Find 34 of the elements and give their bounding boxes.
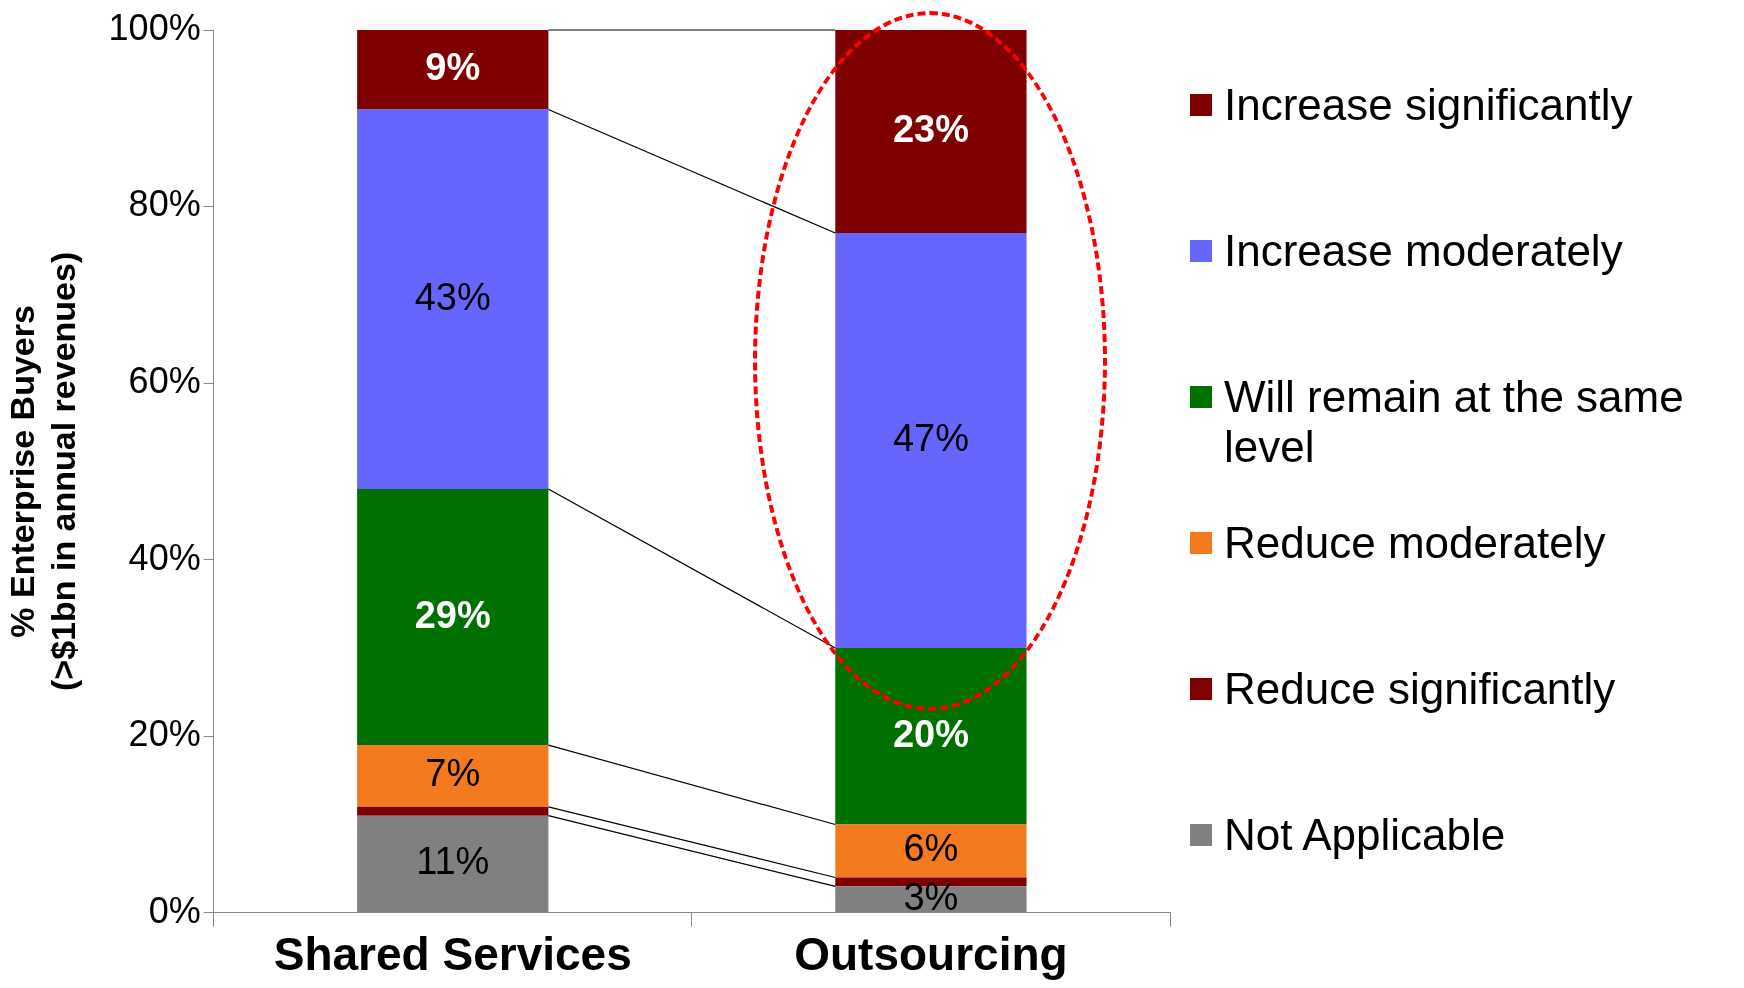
legend-label: Will remain at the same level bbox=[1224, 372, 1685, 472]
legend-label: Reduce moderately bbox=[1224, 518, 1606, 568]
bar bbox=[357, 109, 549, 490]
bar bbox=[357, 806, 549, 816]
bar bbox=[357, 489, 549, 746]
data-label: 23% bbox=[892, 108, 969, 151]
legend-label: Not Applicable bbox=[1224, 810, 1506, 860]
y-tick-label: 0% bbox=[148, 889, 201, 931]
data-label: 20% bbox=[892, 712, 969, 755]
y-tick-label: 80% bbox=[128, 183, 201, 225]
data-label: 3% bbox=[903, 875, 959, 918]
data-label: 9% bbox=[425, 46, 481, 89]
data-label: 11% bbox=[416, 840, 490, 883]
bar bbox=[835, 824, 1027, 878]
data-label: 6% bbox=[903, 827, 959, 870]
legend-label: Reduce significantly bbox=[1224, 664, 1616, 714]
y-tick-label: 100% bbox=[108, 6, 201, 48]
x-tick-label: Shared Services bbox=[273, 928, 632, 981]
legend-label: Increase significantly bbox=[1224, 80, 1633, 130]
data-label: 29% bbox=[414, 593, 491, 636]
data-label: 7% bbox=[425, 752, 481, 795]
y-axis-title: % Enterprise Buyers (>$1bn in annual revenues) bbox=[2, 251, 82, 692]
data-label: 47% bbox=[892, 416, 969, 459]
bar bbox=[357, 745, 549, 807]
bar bbox=[835, 30, 1027, 234]
y-tick-label: 40% bbox=[128, 536, 201, 578]
data-label: 43% bbox=[414, 275, 491, 318]
bar bbox=[835, 647, 1027, 825]
y-tick-label: 20% bbox=[128, 713, 201, 755]
bar bbox=[357, 30, 549, 110]
bar bbox=[835, 233, 1027, 648]
legend-label: Increase moderately bbox=[1224, 226, 1623, 276]
x-tick-label: Outsourcing bbox=[794, 928, 1068, 981]
y-tick-label: 60% bbox=[128, 360, 201, 402]
